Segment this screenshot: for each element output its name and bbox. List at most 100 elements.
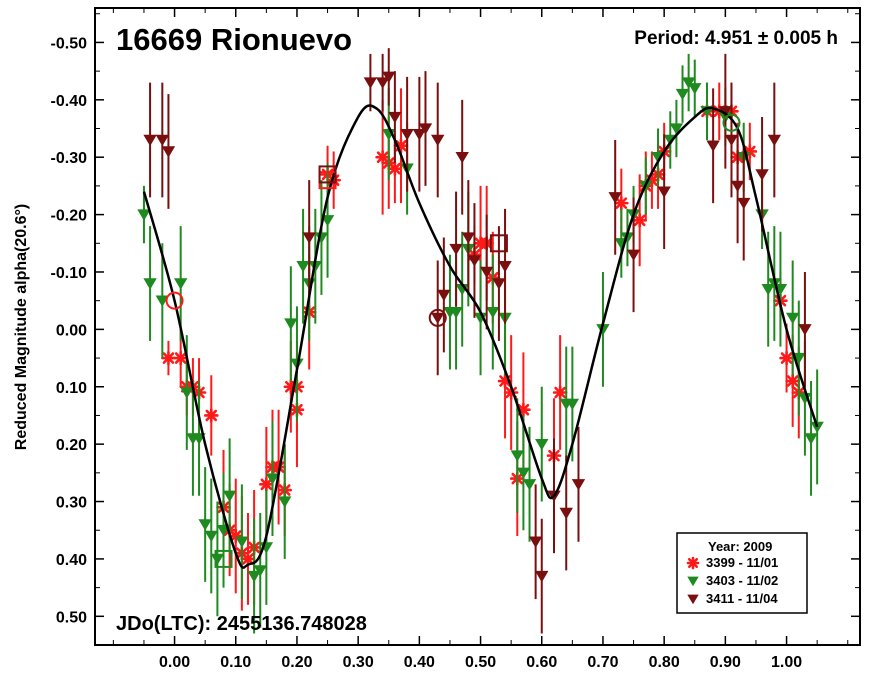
data-point (198, 519, 212, 531)
data-point (565, 398, 580, 411)
data-point (253, 565, 267, 577)
legend: Year: 2009 3399 - 11/01 3403 - 11/02 3411 … (676, 532, 808, 614)
data-point (516, 467, 531, 480)
data-point (535, 570, 549, 583)
x-tick-label: 0.20 (281, 654, 312, 671)
y-tick-label: 0.30 (56, 495, 87, 512)
y-tick-label: -0.10 (51, 265, 88, 282)
y-tick-label: -0.30 (51, 150, 88, 167)
data-point (203, 408, 219, 423)
data-point (235, 536, 249, 548)
data-point (388, 111, 402, 124)
legend-label: 3403 - 11/02 (706, 573, 778, 588)
y-axis-ticks: -0.50 -0.40 -0.30 -0.20 -0.10 0.00 0.10 0.20 0.3… (51, 13, 860, 646)
y-tick-label: 0.40 (56, 552, 87, 569)
data-point (375, 77, 390, 89)
data-point (479, 266, 494, 279)
data-point (810, 421, 824, 434)
highlight-markers (165, 113, 741, 568)
data-point (804, 433, 818, 445)
data-point (418, 123, 433, 135)
data-point (400, 129, 414, 141)
data-point (657, 186, 671, 198)
data-point (449, 306, 463, 319)
data-point (204, 530, 218, 543)
star-stroke (633, 214, 646, 227)
star-stroke (554, 386, 566, 399)
data-point (278, 496, 292, 508)
legend-marker (686, 556, 700, 570)
y-tick-label: -0.40 (51, 93, 88, 110)
legend-marker (687, 594, 699, 605)
star-stroke (786, 375, 799, 387)
data-point (486, 306, 500, 319)
highlight-square (489, 234, 508, 253)
data-point (614, 195, 629, 211)
data-point (528, 536, 543, 548)
highlight-circle (428, 308, 447, 327)
data-point (143, 278, 157, 290)
y-tick-label: -0.20 (51, 208, 88, 225)
series-3 (143, 48, 812, 634)
y-tick-label: -0.50 (51, 35, 88, 52)
x-tick-label: 0.30 (343, 654, 374, 671)
legend-box (676, 532, 808, 614)
highlight-square (318, 165, 337, 184)
y-tick-label: 0.20 (56, 437, 87, 454)
highlight-square (214, 549, 233, 568)
data-point (387, 161, 403, 176)
data-point (161, 350, 176, 366)
legend-entries: 3399 - 11/01 3403 - 11/02 3411 - 11/04 (686, 555, 778, 606)
data-point (535, 438, 549, 451)
x-tick-label: 0.60 (526, 654, 557, 671)
data-point (730, 180, 745, 193)
data-point (137, 209, 151, 221)
data-point (761, 283, 775, 296)
data-point (155, 295, 170, 307)
star-stroke (389, 162, 401, 175)
data-point (724, 134, 739, 147)
legend-title: Year: 2009 (708, 539, 772, 554)
data-point (173, 278, 188, 290)
data-point (785, 373, 800, 389)
data-point (143, 134, 157, 147)
data-point (626, 249, 641, 261)
jd-label: JDo(LTC): 2455136.748028 (116, 613, 367, 635)
x-tick-label: 1.00 (771, 654, 802, 671)
period-label: Period: 4.951 ± 0.005 h (634, 28, 838, 49)
data-point (510, 450, 524, 462)
data-point (675, 88, 690, 101)
data-point (785, 312, 800, 325)
star-stroke (174, 352, 187, 364)
star-stroke (229, 530, 242, 542)
y-axis-label: Reduced Magnitude alpha(20.6°) (13, 204, 30, 450)
star-stroke (260, 478, 273, 491)
data-point (431, 134, 445, 147)
data-point (210, 553, 225, 566)
data-point (259, 477, 274, 492)
data-point (155, 134, 170, 147)
data-point (755, 169, 769, 181)
series-3-markers (143, 71, 812, 583)
highlight-circle (165, 291, 184, 310)
star-stroke (780, 352, 793, 364)
data-point (222, 490, 237, 502)
data-point (552, 385, 568, 400)
data-point (284, 318, 298, 330)
data-point (688, 83, 702, 95)
chart-title: 16669 Rionuevo (116, 22, 352, 57)
y-tick-label: 0.50 (56, 609, 87, 626)
data-point (449, 243, 463, 256)
legend-marker (687, 576, 699, 587)
data-point (437, 289, 451, 302)
data-point (608, 192, 622, 204)
star-stroke (242, 553, 254, 565)
data-point (737, 197, 751, 210)
star-stroke (376, 151, 389, 164)
data-point (265, 473, 280, 485)
fit-curve (142, 104, 819, 569)
data-point (461, 232, 476, 244)
highlight-circle (722, 113, 741, 132)
data-point (363, 77, 378, 89)
data-point (455, 152, 469, 164)
